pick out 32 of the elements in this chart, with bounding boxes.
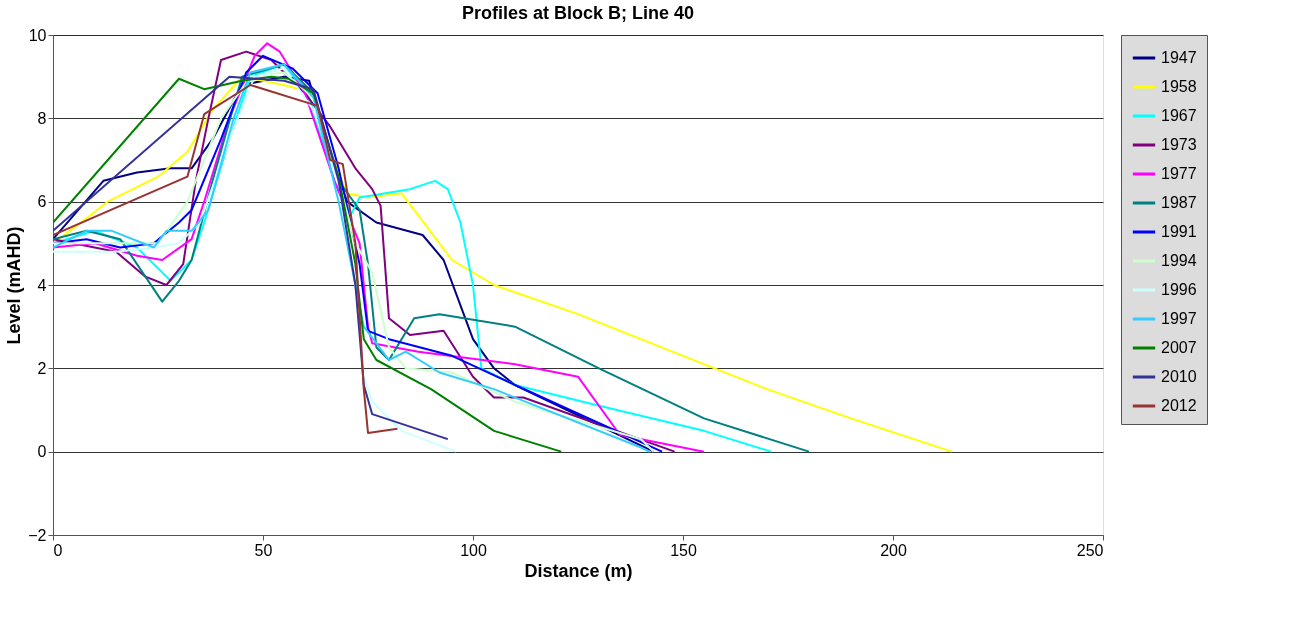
y-tick-label: 8 (37, 109, 47, 127)
legend-label: 1996 (1161, 281, 1197, 298)
legend-label: 1958 (1161, 78, 1197, 95)
chart-title: Profiles at Block B; Line 40 (461, 3, 695, 23)
x-tick-label: 100 (460, 541, 487, 559)
line-series (53, 84, 399, 434)
y-tick-label: 2 (37, 359, 47, 377)
x-tick-label: 150 (670, 541, 697, 559)
x-axis-title: Distance (m) (524, 560, 633, 581)
legend-label: 1947 (1161, 49, 1197, 66)
y-tick-label: 4 (37, 276, 47, 294)
line-series (53, 75, 953, 453)
y-axis-title: Level (mAHD) (4, 226, 25, 345)
x-tick-label: 200 (880, 541, 907, 559)
legend-label: 1967 (1161, 107, 1197, 124)
legend-label: 1977 (1161, 165, 1197, 182)
y-tick-label: 0 (37, 443, 47, 461)
legend-label: 2012 (1161, 397, 1197, 414)
y-tick-label: 10 (28, 26, 47, 44)
legend-label: 2010 (1161, 368, 1197, 385)
legend-label: 1987 (1161, 194, 1197, 211)
x-tick-label: 250 (1076, 541, 1104, 559)
legend-label: 2007 (1161, 339, 1197, 356)
y-tick-label: −2 (28, 526, 47, 544)
legend-label: 1994 (1161, 252, 1197, 269)
line-series (53, 75, 563, 453)
legend-label: 1991 (1161, 223, 1197, 240)
legend-label: 1997 (1161, 310, 1197, 327)
x-tick-label: 50 (254, 541, 273, 559)
legend-label: 1973 (1161, 136, 1197, 153)
x-tick-label: 0 (53, 541, 63, 559)
y-tick-label: 6 (37, 193, 47, 211)
